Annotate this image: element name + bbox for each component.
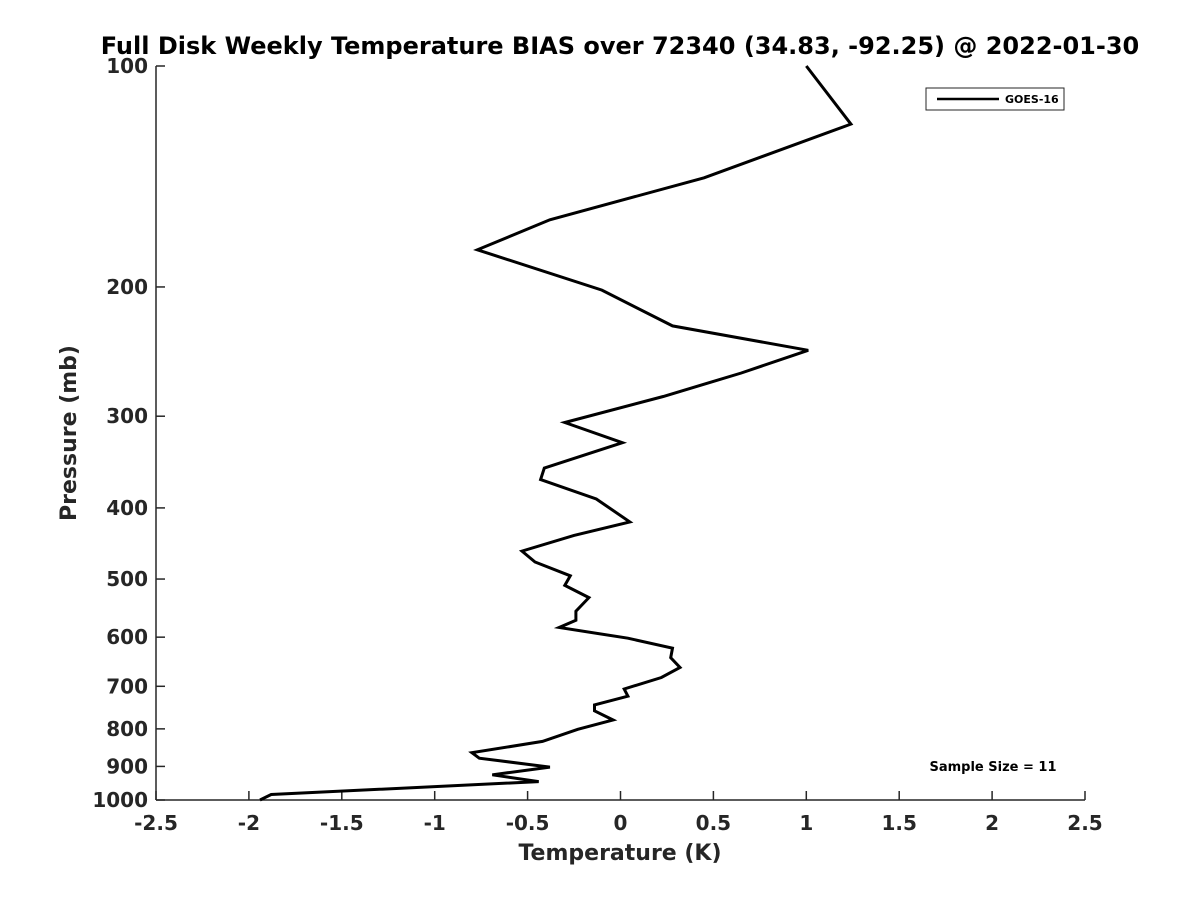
series-group bbox=[259, 65, 854, 802]
x-tick-label: 0.5 bbox=[696, 811, 731, 835]
y-tick-label: 300 bbox=[106, 404, 148, 428]
sample-size-annotation: Sample Size = 11 bbox=[929, 760, 1056, 775]
y-tick-label: 800 bbox=[106, 717, 148, 741]
y-tick-label: 500 bbox=[106, 567, 148, 591]
y-tick-label: 1000 bbox=[92, 788, 148, 812]
x-tick-label: 2.5 bbox=[1067, 811, 1102, 835]
y-tick-label: 200 bbox=[106, 275, 148, 299]
x-tick-label: -1 bbox=[424, 811, 446, 835]
chart-title: Full Disk Weekly Temperature BIAS over 7… bbox=[101, 32, 1140, 60]
plot-area: -2.5 -2 -1.5 -1 -0.5 0 0.5 1 1.5 2 2.5 100 200 300 40… bbox=[92, 54, 1102, 835]
y-tick-label: 100 bbox=[106, 54, 148, 78]
x-tick-label: -0.5 bbox=[506, 811, 550, 835]
x-axis-label: Temperature (K) bbox=[518, 841, 721, 866]
x-tick-label: 0 bbox=[614, 811, 628, 835]
legend: GOES-16 bbox=[925, 87, 1065, 111]
series-line-goes-16 bbox=[259, 65, 854, 802]
x-tick-label: 1.5 bbox=[881, 811, 916, 835]
y-tick-label: 600 bbox=[106, 625, 148, 649]
x-tick-label: -2.5 bbox=[134, 811, 178, 835]
x-tick-label: 2 bbox=[985, 811, 999, 835]
legend-label-goes-16: GOES-16 bbox=[1005, 93, 1059, 106]
y-axis-label: Pressure (mb) bbox=[57, 345, 82, 521]
x-tick-label: 1 bbox=[799, 811, 813, 835]
x-tick-label: -2 bbox=[238, 811, 260, 835]
x-tick-label: -1.5 bbox=[320, 811, 364, 835]
y-axis-ticks: 100 200 300 400 500 600 700 800 900 1000 bbox=[92, 54, 165, 812]
x-axis-ticks: -2.5 -2 -1.5 -1 -0.5 0 0.5 1 1.5 2 2.5 bbox=[134, 791, 1103, 835]
y-tick-label: 900 bbox=[106, 754, 148, 778]
y-tick-label: 400 bbox=[106, 496, 148, 520]
y-tick-label: 700 bbox=[106, 674, 148, 698]
